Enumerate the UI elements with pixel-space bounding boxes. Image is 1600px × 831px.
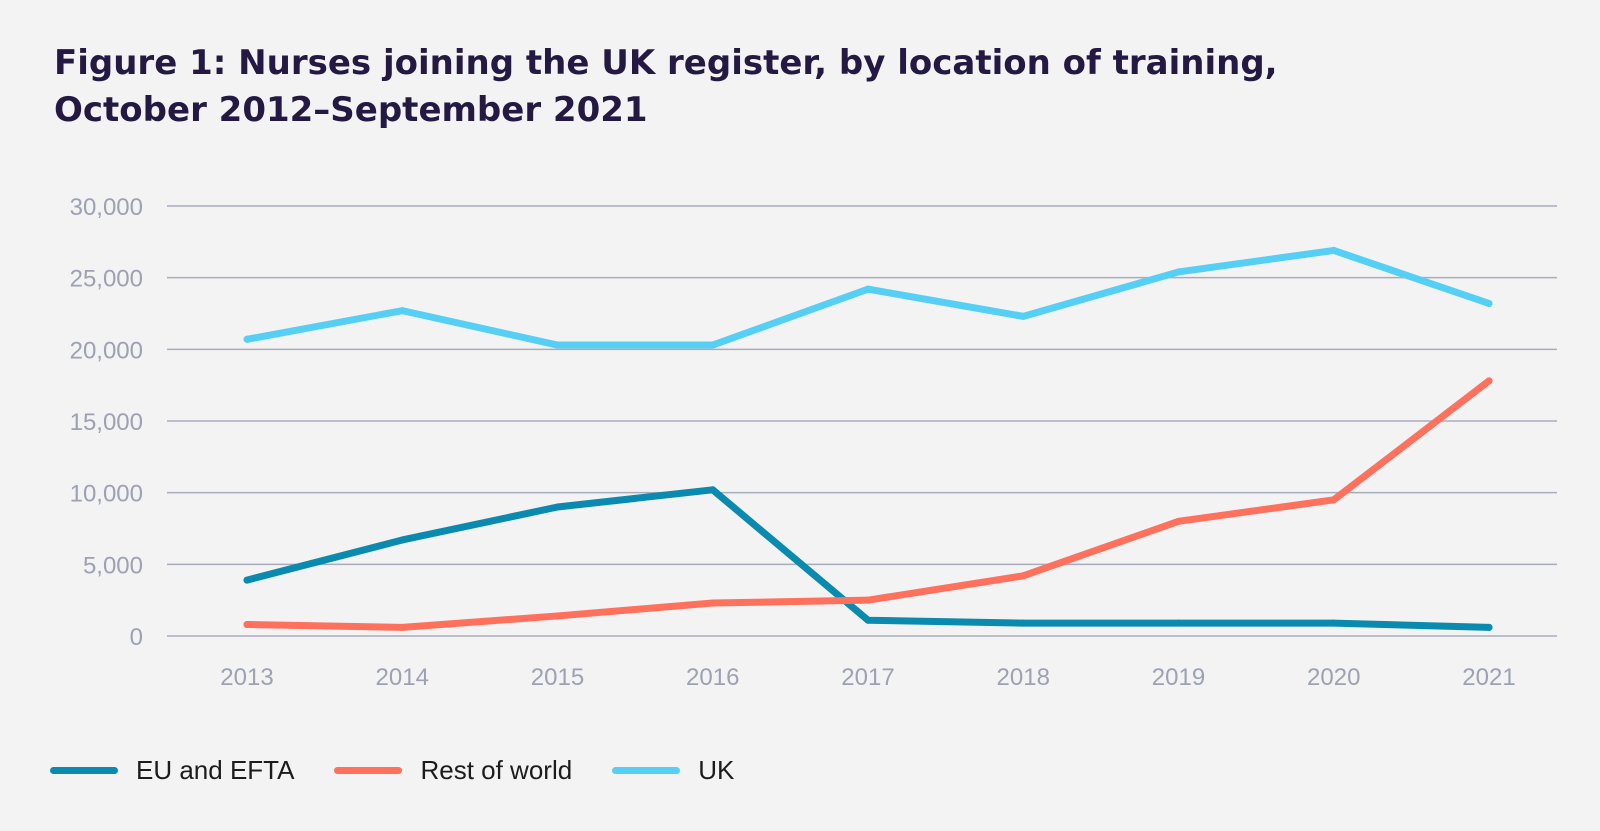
data-point-rest-of-world-2021 xyxy=(1485,377,1493,385)
x-tick-label-2013: 2013 xyxy=(220,664,273,691)
data-point-eu-and-efta-2015 xyxy=(554,503,561,511)
x-tick-label-2020: 2020 xyxy=(1307,664,1360,691)
series-line-rest-of-world xyxy=(243,377,1493,631)
data-point-eu-and-efta-2014 xyxy=(398,536,406,544)
x-tick-label-2017: 2017 xyxy=(841,664,894,691)
data-point-uk-2019 xyxy=(1175,268,1182,276)
legend: EU and EFTA Rest of world UK xyxy=(50,755,774,786)
x-tick-label-2015: 2015 xyxy=(531,664,584,691)
legend-label-eu-efta: EU and EFTA xyxy=(136,755,295,785)
y-tick-label-15000: 15,000 xyxy=(70,409,143,436)
y-tick-label-25000: 25,000 xyxy=(70,266,143,293)
data-point-rest-of-world-2017 xyxy=(864,596,872,604)
series-line-uk xyxy=(243,246,1493,349)
data-point-uk-2020 xyxy=(1330,246,1338,254)
data-point-eu-and-efta-2019 xyxy=(1175,619,1182,627)
x-tick-label-2019: 2019 xyxy=(1152,664,1205,691)
legend-swatch-uk xyxy=(612,767,681,774)
legend-swatch-eu-efta xyxy=(50,767,118,774)
series-lines xyxy=(243,246,1493,631)
data-point-rest-of-world-2018 xyxy=(1019,572,1027,580)
data-point-uk-2014 xyxy=(398,307,406,315)
x-tick-label-2016: 2016 xyxy=(686,664,739,691)
data-point-rest-of-world-2020 xyxy=(1330,496,1338,504)
y-tick-label-0: 0 xyxy=(130,624,143,651)
data-point-eu-and-efta-2021 xyxy=(1485,623,1493,631)
legend-item-uk: UK xyxy=(612,755,734,786)
data-point-rest-of-world-2016 xyxy=(709,599,717,607)
data-point-uk-2018 xyxy=(1019,312,1027,320)
legend-swatch-rest-of-world xyxy=(334,767,403,774)
y-tick-label-30000: 30,000 xyxy=(70,194,143,221)
data-point-rest-of-world-2019 xyxy=(1175,517,1182,525)
y-tick-label-10000: 10,000 xyxy=(70,481,143,508)
data-point-eu-and-efta-2018 xyxy=(1019,619,1027,627)
data-point-eu-and-efta-2020 xyxy=(1330,619,1338,627)
y-tick-label-20000: 20,000 xyxy=(70,337,143,364)
legend-item-rest-of-world: Rest of world xyxy=(334,755,572,786)
legend-item-eu-efta: EU and EFTA xyxy=(50,755,294,786)
legend-label-uk: UK xyxy=(698,755,735,785)
y-axis-ticks: 0 5,000 10,000 15,000 20,000 25,000 30,000 xyxy=(70,194,143,651)
gridlines xyxy=(167,205,1557,637)
legend-label-rest-of-world: Rest of world xyxy=(420,755,573,785)
data-point-eu-and-efta-2017 xyxy=(864,616,872,624)
data-point-uk-2013 xyxy=(243,335,251,343)
data-point-rest-of-world-2013 xyxy=(243,621,251,629)
data-point-uk-2017 xyxy=(864,285,872,293)
chart-title-line-2: October 2012–September 2021 xyxy=(54,90,648,130)
data-point-rest-of-world-2014 xyxy=(398,623,406,631)
data-point-uk-2021 xyxy=(1485,299,1493,307)
x-tick-label-2018: 2018 xyxy=(997,664,1050,691)
chart-title: Figure 1: Nurses joining the UK register… xyxy=(54,40,1454,134)
data-point-uk-2015 xyxy=(554,341,561,349)
data-point-rest-of-world-2015 xyxy=(554,612,561,620)
data-point-eu-and-efta-2016 xyxy=(709,486,717,494)
series-line-eu-and-efta xyxy=(243,486,1493,631)
y-tick-label-5000: 5,000 xyxy=(83,552,143,579)
x-tick-label-2014: 2014 xyxy=(376,664,429,691)
data-point-uk-2016 xyxy=(709,341,717,349)
x-tick-label-2021: 2021 xyxy=(1462,664,1515,691)
data-point-eu-and-efta-2013 xyxy=(243,576,251,584)
x-axis-ticks: 2013 2014 2015 2016 2017 2018 2019 2020 2021 xyxy=(220,664,1515,691)
chart-title-line-1: Figure 1: Nurses joining the UK register… xyxy=(54,43,1278,83)
